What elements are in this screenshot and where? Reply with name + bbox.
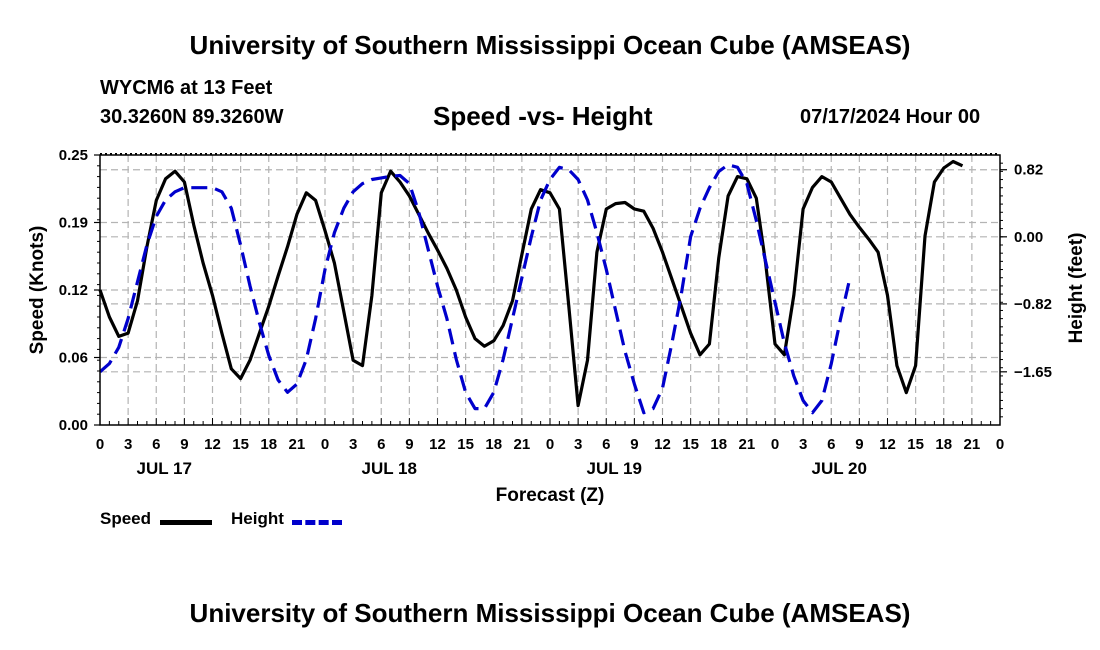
x-day-label: JUL 18 <box>362 459 417 478</box>
footer-title: University of Southern Mississippi Ocean… <box>189 598 911 628</box>
height-series-line <box>98 163 852 415</box>
x-tick-label: 9 <box>630 436 638 453</box>
x-tick-label: 9 <box>405 436 413 453</box>
y2-tick-label: −0.82 <box>1014 296 1052 313</box>
legend-height-label: Height <box>231 509 284 528</box>
legend-speed-label: Speed <box>100 509 152 528</box>
x-tick-label: 12 <box>429 436 446 453</box>
y-axis-title: Speed (Knots) <box>27 226 48 355</box>
x-tick-label: 15 <box>232 436 249 453</box>
grid-layer <box>100 153 1000 425</box>
y-tick-label: 0.19 <box>59 215 88 232</box>
y-tick-label: 0.06 <box>59 350 88 367</box>
x-day-label: JUL 19 <box>587 459 642 478</box>
x-tick-label: 9 <box>855 436 863 453</box>
y2-tick-label: 0.00 <box>1014 229 1043 246</box>
y2-tick-label: 0.82 <box>1014 162 1043 179</box>
x-tick-label: 12 <box>654 436 671 453</box>
x-tick-label: 6 <box>827 436 835 453</box>
x-tick-label: 0 <box>321 436 329 453</box>
speed-height-chart: 0 3 6 9 12 15 18 21 0 3 6 9 12 15 18 21 0 3 6 9 12 15 18 21 0 3 6 9… <box>27 147 1087 506</box>
x-tick-label: 21 <box>964 436 981 453</box>
main-title: University of Southern Mississippi Ocean… <box>189 30 911 60</box>
station-label: WYCM6 at 13 Feet <box>100 77 273 99</box>
x-tick-label: 15 <box>457 436 474 453</box>
forecast-datetime: 07/17/2024 Hour 00 <box>800 106 981 128</box>
x-tick-label: 12 <box>204 436 221 453</box>
y2-tick-label: −1.65 <box>1014 364 1052 381</box>
x-tick-label: 0 <box>771 436 779 453</box>
x-tick-label: 3 <box>349 436 357 453</box>
chart-title: Speed -vs- Height <box>433 101 653 131</box>
y-tick-label: 0.25 <box>59 147 88 164</box>
x-tick-label: 15 <box>907 436 924 453</box>
x-tick-label: 12 <box>879 436 896 453</box>
tick-layer <box>94 154 1007 426</box>
x-axis-title: Forecast (Z) <box>496 485 605 506</box>
x-tick-label: 3 <box>574 436 582 453</box>
y-tick-label: 0.12 <box>59 282 88 299</box>
x-tick-label: 6 <box>377 436 385 453</box>
x-tick-label: 21 <box>739 436 756 453</box>
x-tick-label: 6 <box>152 436 160 453</box>
x-tick-label: 21 <box>514 436 531 453</box>
x-tick-label: 18 <box>710 436 727 453</box>
legend-height-swatch <box>292 520 342 525</box>
y2-axis-title: Height (feet) <box>1066 233 1087 344</box>
coordinates-label: 30.3260N 89.3260W <box>100 106 284 128</box>
x-tick-label: 18 <box>485 436 502 453</box>
x-tick-label: 3 <box>799 436 807 453</box>
legend-speed-swatch <box>160 520 212 525</box>
x-tick-label: 18 <box>935 436 952 453</box>
x-tick-label: 15 <box>682 436 699 453</box>
x-tick-label: 0 <box>546 436 554 453</box>
x-day-label: JUL 17 <box>137 459 192 478</box>
x-tick-label: 3 <box>124 436 132 453</box>
x-tick-label: 6 <box>602 436 610 453</box>
label-layer: 0 3 6 9 12 15 18 21 0 3 6 9 12 15 18 21 0 3 6 9 12 15 18 21 0 3 6 9… <box>59 147 1052 478</box>
x-tick-label: 21 <box>289 436 306 453</box>
x-tick-label: 0 <box>96 436 104 453</box>
speed-series-line <box>98 159 964 408</box>
y-tick-label: 0.00 <box>59 417 88 434</box>
x-day-label: JUL 20 <box>812 459 867 478</box>
x-tick-label: 9 <box>180 436 188 453</box>
x-tick-label: 18 <box>260 436 277 453</box>
x-tick-label: 0 <box>996 436 1004 453</box>
series-layer <box>98 159 964 415</box>
